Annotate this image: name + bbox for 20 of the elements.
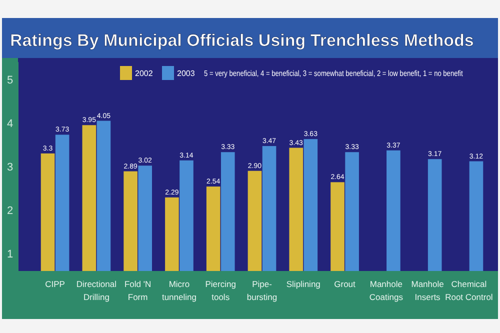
- x-tick-label: Fold 'N Form: [124, 279, 152, 302]
- legend-label: 2003: [177, 69, 196, 78]
- x-tick-label: Piercing tools: [205, 279, 236, 302]
- annotation: 5 = very beneficial, 4 = beneficial, 3 = somewhat beneficial, 2 = low benefit, 1 = no benefit: [204, 68, 463, 78]
- y-tick-label: 5: [6, 74, 14, 86]
- x-tick-label: Pipe-bursting: [246, 279, 278, 302]
- x-tick-label: Manhole Coatings: [369, 279, 403, 302]
- x-tick-label: Sliplining: [286, 279, 321, 289]
- chart-title: Ratings By Municipal Officials Using Trenchless Methods: [10, 31, 474, 50]
- x-tick-label: Manhole Inserts: [411, 279, 444, 302]
- x-tick-label: Micro tunneling: [162, 279, 197, 302]
- y-tick-label: 4: [6, 118, 14, 130]
- y-tick-label: 3: [6, 162, 14, 174]
- y-tick-label: 1: [6, 248, 14, 261]
- x-tick-label: Directional Drilling: [76, 279, 117, 302]
- legend-label: 2002: [135, 69, 154, 78]
- x-tick-label: Chemical Root Control: [445, 279, 493, 302]
- y-tick-label: 2: [6, 205, 14, 218]
- x-tick-label: Grout: [334, 279, 356, 289]
- x-tick-label: CIPP: [45, 279, 66, 289]
